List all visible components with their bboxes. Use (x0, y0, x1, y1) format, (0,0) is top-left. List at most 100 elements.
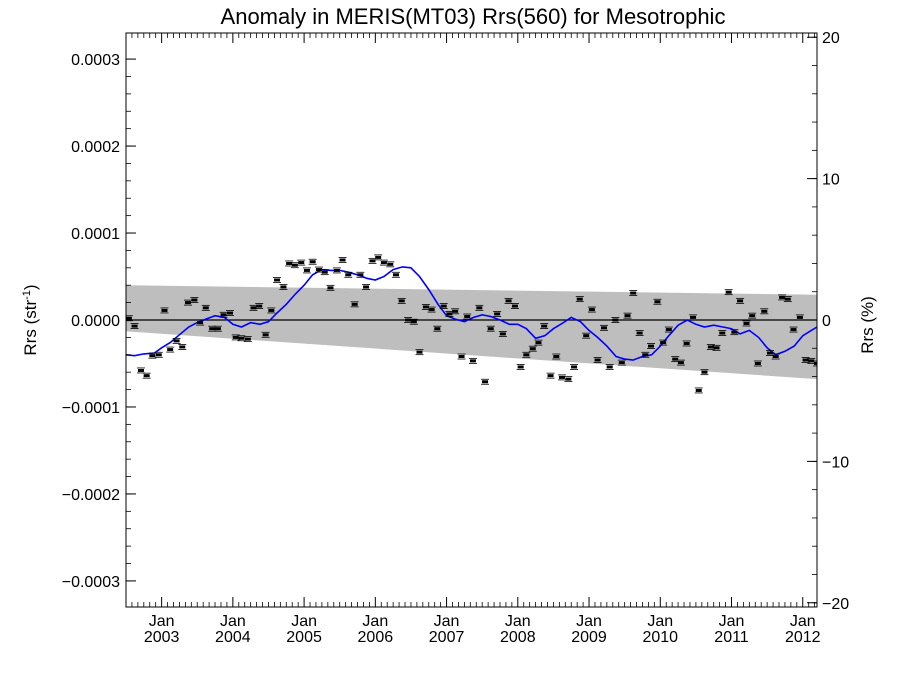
data-point-marker (416, 350, 423, 354)
x-tick-label-year: 2007 (429, 629, 465, 646)
data-point-marker (535, 341, 542, 345)
data-point (528, 345, 537, 352)
data-point (433, 325, 442, 332)
data-point (285, 260, 294, 267)
data-point (255, 303, 264, 309)
x-tick-label-month: Jan (505, 613, 531, 630)
x-tick-label-year: 2010 (642, 629, 678, 646)
data-point (664, 326, 673, 333)
uncertainty-band (126, 285, 817, 380)
y-tick-label-left: −0.0002 (62, 487, 120, 504)
data-point (694, 387, 703, 394)
data-point-marker (494, 312, 501, 316)
data-point (647, 343, 656, 349)
data-point (700, 369, 709, 376)
data-point (718, 330, 727, 336)
data-point-marker (131, 324, 138, 328)
data-point (493, 311, 502, 317)
data-point (748, 312, 757, 319)
data-point-marker (583, 334, 590, 338)
data-point (575, 296, 584, 303)
data-point (623, 312, 632, 319)
data-point-marker (351, 302, 358, 306)
data-point (516, 364, 525, 370)
y-tick-label-right: −20 (822, 596, 849, 613)
data-point (468, 357, 477, 364)
data-point-marker (250, 306, 257, 310)
data-point (605, 364, 614, 370)
data-point (136, 367, 145, 374)
data-point (570, 364, 579, 370)
data-point-marker (737, 299, 744, 303)
data-point (582, 332, 591, 339)
data-point-marker (654, 300, 661, 304)
data-point (457, 353, 466, 360)
data-point-marker (529, 347, 536, 351)
data-point-marker (232, 335, 239, 339)
data-point-marker (601, 326, 608, 330)
data-point (332, 267, 341, 274)
data-point-marker (683, 341, 690, 345)
data-point (753, 360, 762, 367)
data-point (243, 336, 252, 343)
x-tick-label-month: Jan (434, 613, 460, 630)
data-point (308, 258, 317, 265)
data-point-marker (487, 327, 494, 331)
data-point (801, 357, 810, 363)
x-tick-label-year: 2012 (785, 629, 821, 646)
data-point-marker (796, 315, 803, 319)
y-axis-label-left-sup: -1 (21, 290, 33, 300)
data-point (326, 284, 335, 291)
y-axis-label-left-base: Rrs (str (21, 300, 40, 356)
data-point-marker (155, 353, 162, 357)
data-point (534, 339, 543, 346)
data-point (148, 352, 157, 359)
data-point (409, 318, 418, 325)
data-point-marker (422, 305, 429, 309)
data-point-marker (660, 341, 667, 345)
data-point (196, 319, 205, 326)
x-tick-label-year: 2011 (714, 629, 749, 646)
data-point (249, 304, 258, 311)
data-point (771, 353, 780, 360)
data-point-marker (333, 268, 340, 272)
data-point-marker (541, 324, 548, 328)
data-point-marker (339, 258, 346, 262)
y-tick-label-left: 0.0002 (71, 139, 120, 156)
data-point-marker (606, 365, 613, 369)
x-tick-label-month: Jan (362, 613, 388, 630)
data-point (219, 311, 228, 318)
data-point (178, 344, 187, 350)
data-point (350, 301, 359, 308)
data-point-marker (405, 318, 412, 322)
data-point (415, 349, 424, 356)
data-point (600, 324, 609, 331)
data-point-marker (701, 370, 708, 374)
x-tick-label-month: Jan (790, 613, 816, 630)
data-point-marker (179, 345, 186, 349)
data-point (778, 294, 787, 301)
data-point-marker (630, 291, 637, 295)
data-point (190, 297, 199, 303)
data-point (540, 323, 549, 329)
data-point (344, 271, 353, 278)
data-point (546, 372, 555, 379)
data-point (593, 357, 602, 363)
data-point-marker (149, 354, 156, 358)
data-point-marker (482, 380, 489, 384)
data-point-marker (392, 273, 399, 277)
data-point (724, 289, 733, 296)
data-point (795, 314, 804, 321)
x-tick-label-year: 2006 (358, 629, 394, 646)
data-point (783, 296, 792, 303)
x-tick-label-year: 2005 (286, 629, 322, 646)
data-point-marker (191, 298, 198, 302)
data-point (267, 307, 276, 314)
data-point-marker (316, 268, 323, 272)
data-point (391, 271, 400, 278)
y-tick-label-right: −10 (822, 454, 849, 471)
data-point (183, 299, 192, 306)
data-point (427, 306, 436, 313)
data-point (641, 351, 650, 358)
data-point-marker (440, 304, 447, 308)
